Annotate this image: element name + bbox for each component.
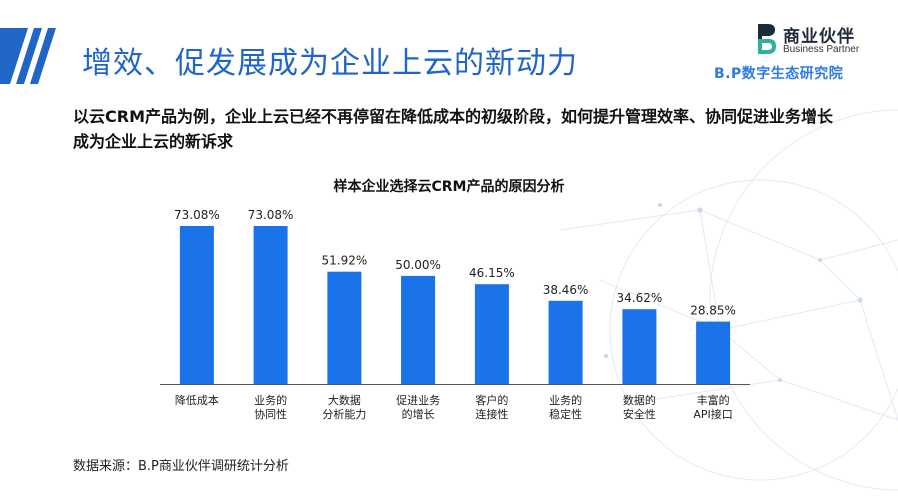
category-label-6-0: 数据的 [623, 393, 656, 407]
bar-2 [327, 271, 362, 384]
category-label-6-1: 安全性 [623, 407, 656, 421]
bar-value-label-4: 46.15% [469, 266, 515, 280]
category-label-2-1: 分析能力 [322, 407, 366, 421]
bar-value-label-3: 50.00% [395, 258, 441, 272]
bar-value-label-1: 73.08% [248, 208, 294, 222]
category-label-1-1: 协同性 [254, 407, 287, 421]
bar-value-label-6: 34.62% [617, 291, 663, 305]
bar-0 [179, 226, 214, 384]
category-label-5-0: 业务的 [549, 393, 582, 407]
bar-6 [622, 309, 657, 384]
category-label-5-1: 稳定性 [549, 407, 582, 421]
category-label-3-0: 促进业务 [396, 393, 440, 407]
page-subtitle: 以云CRM产品为例，企业上云已经不再停留在降低成本的初级阶段，如何提升管理效率、… [73, 107, 833, 151]
category-label-1-0: 业务的 [254, 393, 287, 407]
category-label-4-1: 连接性 [475, 407, 508, 421]
page-title: 增效、促发展成为企业上云的新动力 [82, 46, 578, 81]
category-label-7-1: API接口 [693, 408, 732, 421]
bar-value-label-2: 51.92% [322, 254, 368, 268]
logo-name-cn: 商业伙伴 [783, 27, 855, 47]
bar-value-label-0: 73.08% [174, 208, 220, 222]
bar-1 [253, 226, 288, 384]
logo-institute: B.P数字生态研究院 [714, 66, 844, 82]
header-stripes-decoration [0, 28, 56, 84]
category-label-4-0: 客户的 [475, 393, 508, 407]
data-source-note: 数据来源：B.P商业伙伴调研统计分析 [73, 459, 289, 474]
category-label-3-1: 的增长 [402, 407, 435, 421]
logo-mark-icon [758, 24, 776, 54]
brand-logo: 商业伙伴 Business Partner B.P数字生态研究院 [714, 22, 876, 84]
category-label-7-0: 丰富的 [697, 393, 730, 407]
category-label-0-0: 降低成本 [175, 393, 219, 407]
bar-5 [548, 300, 583, 384]
bar-3 [401, 275, 436, 384]
bar-value-label-7: 28.85% [690, 304, 736, 318]
bar-4 [474, 284, 509, 384]
bar-7 [696, 321, 731, 384]
bar-value-label-5: 38.46% [543, 283, 589, 297]
chart-title: 样本企业选择云CRM产品的原因分析 [333, 179, 565, 195]
logo-name-en: Business Partner [783, 44, 860, 55]
category-label-2-0: 大数据 [328, 393, 361, 407]
